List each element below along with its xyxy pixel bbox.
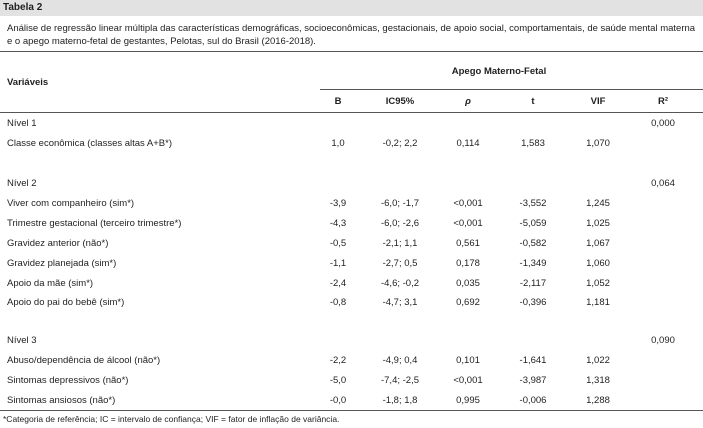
row-b: -1,1 [329,258,347,269]
col-header-vif: VIF [590,96,606,107]
row-vif: 1,288 [586,395,610,406]
row-t: -0,006 [519,395,547,406]
row-p: <0,001 [453,198,483,209]
row-p: 0,561 [456,238,480,249]
row-ic95: -4,7; 3,1 [382,297,418,308]
level-1-label: Nível 1 [7,118,37,129]
col-header-p: ρ [465,96,471,107]
row-t: -1,349 [519,258,547,269]
row-ic95: -4,6; -0,2 [380,278,420,289]
row-vif: 1,245 [586,198,610,209]
col-header-t: t [531,96,535,107]
row-p: 0,692 [456,297,480,308]
row-t: -0,582 [519,238,547,249]
level-3-r2: 0,090 [651,335,675,346]
row-p: <0,001 [453,218,483,229]
col-header-r2: R² [657,96,669,107]
row-p: 0,114 [456,138,480,149]
table-footnote: *Categoria de referência; IC = intervalo… [3,414,340,424]
row-variable: Gravidez planejada (sim*) [7,258,117,269]
row-b: -5,0 [329,375,347,386]
row-ic95: -2,7; 0,5 [382,258,418,269]
table-label: Tabela 2 [0,0,703,16]
col-header-ic95: IC95% [385,96,415,107]
row-ic95: -6,0; -2,6 [380,218,420,229]
row-b: 1,0 [331,138,345,149]
table-caption: Análise de regressão linear múltipla das… [7,23,696,47]
row-ic95: -4,9; 0,4 [382,355,418,366]
row-vif: 1,181 [586,297,610,308]
row-b: -0,8 [329,297,347,308]
row-variable: Trimestre gestacional (terceiro trimestr… [7,218,182,229]
row-b: -2,2 [329,355,347,366]
row-t: -3,987 [519,375,547,386]
row-variable: Abuso/dependência de álcool (não*) [7,355,161,366]
group-rule [320,89,703,90]
row-variable: Apoio do pai do bebê (sim*) [7,297,125,308]
level-1-r2: 0,000 [651,118,675,129]
row-variable: Gravidez anterior (não*) [7,238,109,249]
row-p: 0,995 [456,395,480,406]
row-t: -2,117 [519,278,547,289]
row-vif: 1,025 [586,218,610,229]
row-t: -0,396 [519,297,547,308]
row-t: -1,641 [519,355,547,366]
row-b: -4,3 [329,218,347,229]
row-variable: Classe econômica (classes altas A+B*) [7,138,173,149]
row-t: 1,583 [521,138,545,149]
row-variable: Sintomas ansiosos (não*) [7,395,116,406]
bottom-rule [0,410,703,411]
row-b: -0,0 [329,395,347,406]
row-t: -3,552 [519,198,547,209]
header-rule [0,112,703,113]
top-rule [0,51,703,52]
level-2-r2: 0,064 [651,178,675,189]
col-header-b: B [334,96,342,107]
header-variables: Variáveis [7,77,49,88]
row-ic95: -7,4; -2,5 [380,375,420,386]
row-ic95: -1,8; 1,8 [382,395,418,406]
row-ic95: -0,2; 2,2 [382,138,418,149]
row-p: 0,101 [456,355,480,366]
row-vif: 1,318 [586,375,610,386]
row-vif: 1,022 [586,355,610,366]
row-variable: Apoio da mãe (sim*) [7,278,94,289]
level-3-label: Nível 3 [7,335,37,346]
row-p: <0,001 [453,375,483,386]
row-b: -2,4 [329,278,347,289]
row-vif: 1,060 [586,258,610,269]
row-vif: 1,070 [586,138,610,149]
level-2-label: Nível 2 [7,178,37,189]
row-variable: Viver com companheiro (sim*) [7,198,135,209]
row-ic95: -2,1; 1,1 [382,238,418,249]
row-p: 0,035 [456,278,480,289]
row-vif: 1,052 [586,278,610,289]
row-t: -5,059 [519,218,547,229]
header-group: Apego Materno-Fetal [451,66,547,77]
row-variable: Sintomas depressivos (não*) [7,375,129,386]
row-ic95: -6,0; -1,7 [380,198,420,209]
row-p: 0,178 [456,258,480,269]
row-b: -0,5 [329,238,347,249]
row-b: -3,9 [329,198,347,209]
row-vif: 1,067 [586,238,610,249]
